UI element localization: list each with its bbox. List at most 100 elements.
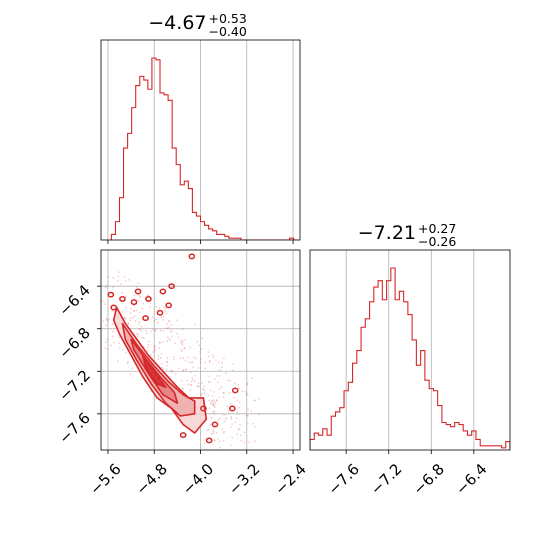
sample-point [238,387,240,390]
sample-point [225,372,227,374]
contour-island-3 [159,288,167,295]
histogram-bin-9 [348,382,352,450]
sample-point [185,369,187,371]
sample-point [158,347,161,349]
histogram-outline [310,267,510,450]
sample-point [129,319,131,322]
sample-point [139,296,142,298]
sample-point [214,406,216,408]
sample-point [173,356,175,358]
sample-point [158,307,161,310]
sample-point [166,340,168,342]
sample-point [104,341,107,343]
sample-point [200,394,203,397]
histogram-bin-14 [370,302,374,450]
sample-point [182,388,184,390]
sample-point [220,386,223,388]
sample-point [190,361,192,364]
sample-point [236,452,237,453]
sample-point [145,330,147,332]
sample-point [170,324,173,326]
sample-point [180,380,183,382]
sample-point [155,306,158,308]
sample-point [229,380,231,382]
contour-island-17 [134,288,142,295]
sample-point [166,364,168,367]
sample-point [138,321,141,323]
contour-island-7 [165,302,173,309]
panel-title-median: −7.21 [358,222,416,244]
sample-point [180,340,182,343]
sample-point [106,284,108,287]
histogram-bin-21 [196,216,200,240]
sample-point [208,355,210,358]
sample-point [214,440,216,442]
sample-point [105,319,108,321]
sample-point [136,286,138,288]
sample-point [189,384,192,386]
sample-point [223,431,225,433]
sample-point [258,398,261,400]
panel-title-lower-error: −0.26 [418,234,456,249]
sample-point [186,380,189,382]
sample-point [168,337,170,340]
sample-point [143,346,145,348]
sample-point [192,366,194,368]
histogram-bars [110,57,298,240]
x-tick-label-0: −5.6 [86,460,124,498]
sample-point [134,315,136,317]
axes-frame [309,249,511,451]
sample-point [175,319,178,321]
sample-point [143,337,145,339]
sample-point [219,387,221,390]
histogram-bin-18 [184,181,188,240]
histogram-bin-14 [168,100,172,240]
histogram-bin-2 [319,435,323,450]
sample-point [123,276,126,278]
sample-point [194,375,196,377]
sample-point [228,454,229,455]
sample-point [204,392,206,395]
sample-point [232,369,234,371]
sample-point [112,330,114,333]
contour-island-12 [205,437,213,444]
sample-point [222,439,225,442]
sample-point [212,402,214,404]
histogram-bars [310,267,510,450]
histogram-bin-46 [506,442,510,450]
contour-island-9 [231,387,239,394]
sample-point [227,410,230,413]
sample-point [152,328,155,331]
histogram-bin-1 [115,222,119,240]
sample-point [118,271,120,273]
sample-point [136,333,138,335]
sample-point [230,416,233,418]
contour-island-5 [110,304,118,311]
histogram-bin-23 [408,315,412,450]
sample-point [212,404,215,407]
sample-point [155,318,157,321]
sample-point [212,432,215,435]
histogram-bin-36 [463,431,467,450]
y-tick-label-3: −7.6 [55,409,93,447]
histogram-bin-25 [213,231,217,240]
x-tick-label-3: −6.4 [452,460,490,498]
sample-point [184,338,187,341]
sample-point [134,320,137,322]
sample-point [105,324,107,326]
sample-point [234,421,237,424]
histogram-bin-7 [140,76,144,240]
sample-point [250,410,253,412]
sample-point [119,346,121,349]
sample-point [189,346,191,349]
sample-point [161,366,163,369]
sample-point [230,417,233,420]
sample-point [165,368,168,371]
panel-title-upper-error: +0.27 [418,221,456,236]
sample-point [223,357,225,360]
sample-point [118,342,121,345]
sample-point [200,348,203,350]
x-tick-label-4: −2.4 [271,460,309,498]
histogram-bin-3 [323,429,327,450]
contour-islands [107,253,239,444]
